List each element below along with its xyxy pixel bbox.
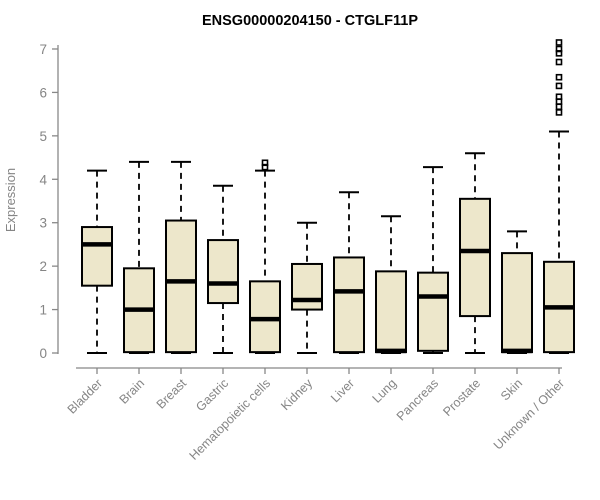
x-tick-label: Lung [370, 376, 400, 406]
outlier-point [555, 39, 563, 46]
x-tick-label: Brain [117, 376, 148, 407]
box-group [375, 215, 407, 354]
outlier-point [555, 73, 563, 81]
box-group [291, 221, 323, 354]
y-tick-label: 1 [39, 303, 47, 318]
box-group [81, 169, 113, 354]
iqr-box [291, 262, 323, 311]
x-tick-label: Prostate [440, 376, 483, 419]
x-tick-label: Gastric [193, 376, 231, 414]
y-tick-label: 7 [39, 42, 47, 57]
y-tick-label: 4 [39, 172, 47, 187]
x-tick-label: Hematopoietic cells [187, 376, 274, 463]
outlier-point [555, 82, 563, 90]
y-tick-label: 5 [39, 129, 47, 144]
iqr-box [375, 270, 407, 354]
outlier-point [261, 159, 269, 167]
outlier-point [555, 45, 563, 53]
x-tick-label: Skin [498, 376, 525, 403]
iqr-box [81, 226, 113, 287]
box-group [543, 39, 575, 354]
x-tick-label: Pancreas [394, 376, 441, 423]
iqr-box [165, 219, 197, 354]
iqr-box [207, 239, 239, 305]
box-group [501, 230, 533, 354]
outlier-point [555, 58, 563, 66]
box-group [123, 160, 155, 354]
x-tick-label: Liver [328, 376, 357, 405]
iqr-box [501, 252, 533, 354]
box-group [417, 166, 449, 354]
x-tick-label: Unknown / Other [491, 376, 567, 452]
iqr-box [333, 256, 365, 354]
y-tick-label: 3 [39, 216, 47, 231]
iqr-box [459, 197, 491, 318]
y-tick-label: 6 [39, 85, 47, 100]
x-tick-label: Breast [154, 376, 190, 412]
box-group [459, 152, 491, 354]
box-group [249, 159, 281, 354]
chart-title: ENSG00000204150 - CTGLF11P [202, 13, 418, 29]
box-group [207, 184, 239, 354]
iqr-box [417, 271, 449, 352]
y-axis-title: Expression [3, 168, 18, 232]
outlier-point [555, 109, 563, 116]
iqr-box [249, 280, 281, 354]
outlier-point [555, 103, 563, 111]
outlier-point [555, 93, 563, 101]
box-group [333, 191, 365, 354]
box-group [165, 160, 197, 354]
x-tick-label: Bladder [65, 376, 105, 416]
y-tick-label: 2 [39, 259, 47, 274]
y-tick-label: 0 [39, 346, 47, 361]
x-tick-label: Kidney [278, 376, 315, 413]
